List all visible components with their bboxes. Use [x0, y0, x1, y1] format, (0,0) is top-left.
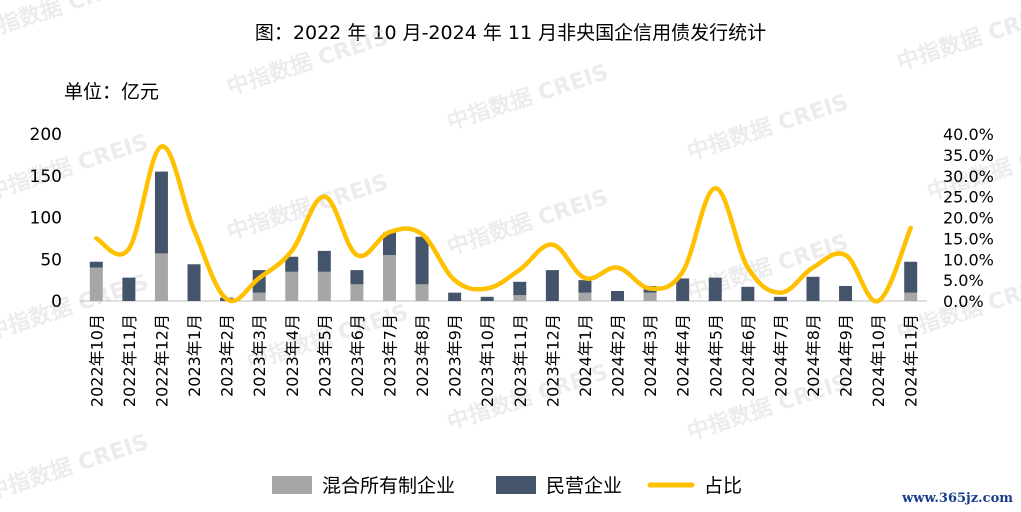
y-right-tick-label: 35.0% [943, 146, 994, 165]
watermark-text: 中指数据 CREIS [444, 59, 612, 136]
y-left-tick-label: 200 [30, 125, 62, 145]
x-tick-label: 2024年6月 [739, 314, 758, 397]
bar-private-enterprise [89, 261, 103, 268]
x-tick-label: 2024年8月 [804, 314, 823, 397]
bar-private-enterprise [317, 250, 331, 272]
watermark-text: 中指数据 CREIS [224, 24, 392, 101]
x-tick-label: 2024年2月 [609, 314, 628, 397]
bar-private-enterprise [839, 285, 853, 301]
bar-private-enterprise [154, 171, 168, 254]
x-tick-label: 2022年11月 [120, 314, 139, 407]
bar-mixed-ownership [285, 271, 299, 301]
bar-mixed-ownership [513, 295, 527, 301]
legend-label-ratio: 占比 [704, 475, 742, 497]
bar-private-enterprise [513, 281, 527, 296]
y-right-tick-label: 30.0% [943, 167, 994, 186]
x-tick-label: 2023年2月 [218, 314, 237, 397]
y-left-tick-label: 0 [51, 292, 62, 312]
x-axis-labels: 2022年10月 2022年11月 2022年12月 2023年1月 2023年2月 20… [87, 314, 920, 407]
legend-swatch-mixed [272, 476, 312, 494]
y-right-tick-label: 0.0% [943, 292, 984, 311]
x-tick-label: 2023年1月 [185, 314, 204, 397]
bar-mixed-ownership [252, 292, 266, 301]
bar-private-enterprise [285, 256, 299, 272]
y-right-tick-label: 15.0% [943, 229, 994, 248]
x-tick-label: 2023年5月 [315, 314, 334, 397]
x-tick-label: 2024年7月 [771, 314, 790, 397]
bar-private-enterprise [676, 278, 690, 301]
bar-private-enterprise [448, 292, 462, 301]
x-tick-label: 2023年12月 [543, 314, 562, 407]
chart-title: 图：2022 年 10 月-2024 年 11 月非央国企信用债发行统计 [254, 22, 767, 44]
y-left-tick-label: 150 [30, 167, 62, 187]
x-tick-label: 2022年12月 [152, 314, 171, 407]
legend-label-mixed: 混合所有制企业 [322, 475, 455, 497]
bar-mixed-ownership [578, 292, 592, 301]
y-axis-right: 0.0% 5.0% 10.0% 15.0%20.0% 25.0% 30.0% 35.0% 40… [943, 125, 994, 311]
bar-private-enterprise [545, 270, 559, 301]
x-tick-label: 2023年8月 [413, 314, 432, 397]
bar-private-enterprise [187, 264, 201, 301]
x-tick-label: 2024年1月 [576, 314, 595, 397]
y-right-tick-label: 25.0% [943, 188, 994, 207]
x-tick-label: 2023年11月 [511, 314, 530, 407]
x-tick-label: 2024年11月 [902, 314, 921, 407]
y-right-tick-label: 20.0% [943, 209, 994, 228]
y-left-tick-label: 50 [40, 250, 62, 270]
bar-mixed-ownership [350, 284, 364, 301]
watermark-text: 中指数据 CREIS [0, 429, 151, 506]
watermark-text: 中指数据 CREIS [684, 89, 852, 166]
bar-private-enterprise [806, 276, 820, 301]
x-tick-label: 2023年10月 [478, 314, 497, 407]
bar-private-enterprise [578, 280, 592, 293]
bar-private-enterprise [773, 296, 787, 301]
bar-private-enterprise [382, 232, 396, 256]
bar-private-enterprise [350, 270, 364, 285]
x-tick-label: 2024年4月 [674, 314, 693, 397]
y-right-tick-label: 40.0% [943, 125, 994, 144]
bar-private-enterprise [611, 290, 625, 301]
site-watermark: www.365jz.com [902, 491, 1013, 506]
x-tick-label: 2023年6月 [348, 314, 367, 397]
bar-mixed-ownership [643, 292, 657, 301]
watermark-text: 中指数据 CREIS [0, 0, 141, 46]
legend-swatch-private [496, 476, 536, 494]
bar-private-enterprise [741, 286, 755, 301]
unit-label: 单位：亿元 [64, 81, 160, 103]
x-tick-label: 2022年10月 [87, 314, 106, 407]
x-tick-label: 2024年9月 [837, 314, 856, 397]
x-tick-label: 2024年3月 [641, 314, 660, 397]
legend: 混合所有制企业 民营企业 占比 [272, 475, 742, 497]
x-tick-label: 2023年4月 [283, 314, 302, 397]
bar-mixed-ownership [382, 255, 396, 301]
bar-mixed-ownership [904, 292, 918, 301]
y-right-tick-label: 10.0% [943, 250, 994, 269]
ratio-line [94, 144, 913, 304]
y-left-tick-label: 100 [30, 209, 62, 229]
x-tick-label: 2023年3月 [250, 314, 269, 397]
x-tick-label: 2024年10月 [869, 314, 888, 407]
watermark-text: 中指数据 CREIS [224, 169, 392, 246]
x-tick-label: 2023年7月 [380, 314, 399, 397]
x-tick-label: 2024年5月 [706, 314, 725, 397]
watermark-text: 中指数据 CREIS [0, 129, 151, 206]
legend-label-private: 民营企业 [546, 475, 622, 497]
bar-private-enterprise [904, 261, 918, 293]
bar-private-enterprise [480, 296, 494, 301]
y-axis-left: 0 50 100 150 200 [30, 125, 62, 312]
watermark-text: 中指数据 CREIS [444, 184, 612, 261]
bar-mixed-ownership [317, 271, 331, 301]
y-right-tick-label: 5.0% [943, 271, 984, 290]
bar-mixed-ownership [415, 284, 429, 301]
x-tick-label: 2023年9月 [446, 314, 465, 397]
bar-private-enterprise [708, 277, 722, 301]
bar-mixed-ownership [154, 253, 168, 301]
bar-mixed-ownership [89, 267, 103, 301]
watermark-text: 中指数据 CREIS [894, 0, 1021, 76]
bar-private-enterprise [415, 236, 429, 285]
bar-private-enterprise [122, 277, 136, 301]
